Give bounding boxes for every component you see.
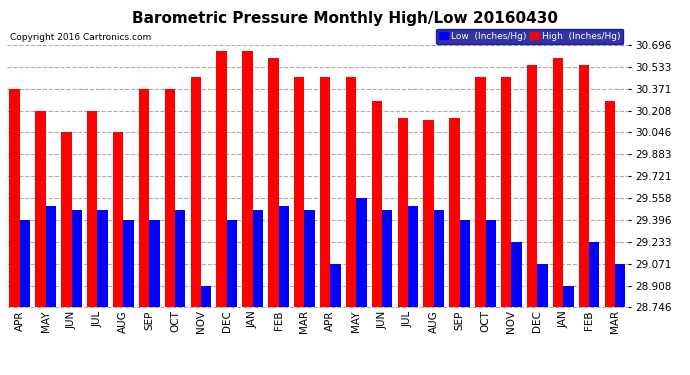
Bar xyxy=(35,111,46,308)
Bar xyxy=(201,286,211,308)
Text: Copyright 2016 Cartronics.com: Copyright 2016 Cartronics.com xyxy=(10,33,151,42)
Bar xyxy=(501,77,511,308)
Bar xyxy=(242,51,253,308)
Legend: Low  (Inches/Hg), High  (Inches/Hg): Low (Inches/Hg), High (Inches/Hg) xyxy=(436,28,623,44)
Bar xyxy=(615,264,625,308)
Bar xyxy=(97,210,108,308)
Bar xyxy=(486,220,496,308)
Bar xyxy=(253,210,263,308)
Bar xyxy=(279,206,289,308)
Bar xyxy=(87,111,97,308)
Bar xyxy=(604,101,615,308)
Bar xyxy=(294,77,304,308)
Bar xyxy=(124,220,134,308)
Bar xyxy=(304,210,315,308)
Bar xyxy=(460,220,470,308)
Bar xyxy=(139,89,149,308)
Bar xyxy=(424,120,434,308)
Bar xyxy=(449,118,460,308)
Bar xyxy=(356,198,366,308)
Bar xyxy=(372,101,382,308)
Bar xyxy=(227,220,237,308)
Bar xyxy=(527,64,538,308)
Bar xyxy=(20,220,30,308)
Bar xyxy=(434,210,444,308)
Bar xyxy=(346,77,356,308)
Bar xyxy=(149,220,159,308)
Bar xyxy=(217,51,227,308)
Bar xyxy=(579,64,589,308)
Bar xyxy=(113,132,124,308)
Bar xyxy=(538,264,548,308)
Bar xyxy=(268,58,279,308)
Bar xyxy=(46,206,56,308)
Bar xyxy=(553,58,563,308)
Bar xyxy=(72,210,82,308)
Bar xyxy=(165,89,175,308)
Bar xyxy=(511,242,522,308)
Bar xyxy=(408,206,418,308)
Bar xyxy=(175,210,186,308)
Bar xyxy=(61,132,72,308)
Bar xyxy=(589,242,600,308)
Bar xyxy=(563,286,573,308)
Bar xyxy=(331,264,341,308)
Bar xyxy=(320,77,331,308)
Bar xyxy=(397,118,408,308)
Text: Barometric Pressure Monthly High/Low 20160430: Barometric Pressure Monthly High/Low 201… xyxy=(132,11,558,26)
Bar xyxy=(190,77,201,308)
Bar xyxy=(382,210,393,308)
Bar xyxy=(475,77,486,308)
Bar xyxy=(10,89,20,308)
